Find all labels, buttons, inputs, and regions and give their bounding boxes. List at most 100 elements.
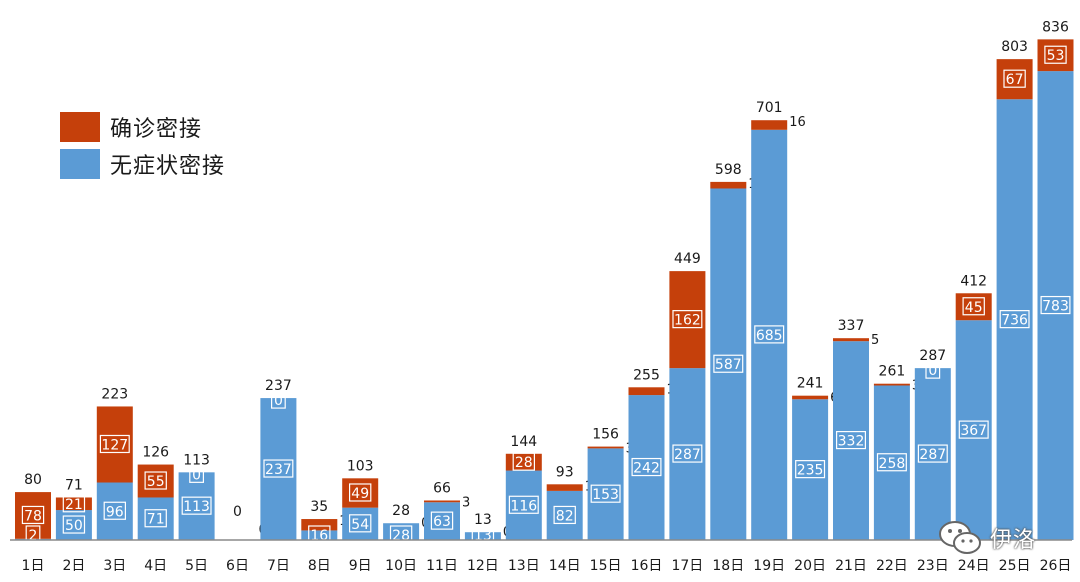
- bar-asymptomatic-26: [1037, 71, 1074, 540]
- x-tick-label-23: 23日: [917, 558, 949, 574]
- label-total-9: 103: [347, 458, 374, 474]
- bar-asymptomatic-19: [751, 129, 788, 540]
- label-asymptomatic-7-box: [263, 459, 294, 478]
- x-tick-label-24: 24日: [958, 558, 990, 574]
- label-asymptomatic-11: 63: [433, 514, 451, 530]
- label-asymptomatic-5: 113: [183, 499, 210, 515]
- watermark: 伊洛: [936, 518, 1036, 558]
- bar-confirmed-25: [996, 59, 1033, 100]
- label-asymptomatic-16: 242: [633, 461, 660, 477]
- x-tick-label-21: 21日: [835, 558, 867, 574]
- bar-confirmed-20: [792, 395, 829, 400]
- label-asymptomatic-2: 50: [65, 518, 83, 534]
- bar-confirmed-16: [628, 387, 665, 396]
- label-confirmed-3-box: [99, 434, 130, 454]
- label-asymptomatic-12: 13: [474, 528, 492, 544]
- bar-asymptomatic-9: [342, 507, 379, 540]
- label-confirmed-23-box: [925, 360, 941, 379]
- bar-asymptomatic-25: [996, 99, 1033, 541]
- label-asymptomatic-19-box: [754, 325, 785, 344]
- label-asymptomatic-15: 153: [592, 487, 619, 503]
- bar-asymptomatic-13: [505, 470, 542, 540]
- label-asymptomatic-23-box: [917, 444, 948, 463]
- bar-asymptomatic-21: [833, 341, 869, 540]
- bar-confirmed-15: [587, 446, 624, 449]
- label-confirmed-4-box: [144, 471, 167, 490]
- bar-asymptomatic-20: [792, 399, 829, 540]
- x-tick-label-5: 5日: [185, 558, 208, 574]
- label-asymptomatic-20: 235: [797, 463, 824, 479]
- label-asymptomatic-19: 685: [756, 328, 783, 344]
- x-tick-label-26: 26日: [1040, 558, 1072, 574]
- label-total-10: 28: [392, 503, 410, 519]
- label-confirmed-19: 16: [789, 115, 806, 130]
- bar-confirmed-8: [301, 519, 338, 531]
- x-tick-label-6: 6日: [226, 558, 249, 574]
- x-tick-label-12: 12日: [467, 558, 499, 574]
- label-total-3: 223: [101, 386, 128, 402]
- label-total-5: 113: [183, 452, 210, 468]
- label-total-4: 126: [142, 445, 169, 461]
- label-asymptomatic-6: 0: [233, 531, 242, 547]
- x-tick-label-25: 25日: [999, 558, 1031, 574]
- label-asymptomatic-14: 82: [556, 508, 574, 524]
- label-confirmed-17: 162: [674, 313, 701, 329]
- label-asymptomatic-7: 237: [265, 462, 292, 478]
- label-asymptomatic-18: 587: [715, 357, 742, 373]
- bar-asymptomatic-18: [710, 188, 747, 541]
- label-confirmed-3: 127: [101, 437, 128, 453]
- label-asymptomatic-17-box: [672, 444, 703, 463]
- x-tick-label-10: 10日: [385, 558, 417, 574]
- bar-confirmed-18: [710, 181, 747, 189]
- x-tick-label-9: 9日: [349, 558, 372, 574]
- bar-confirmed-14: [546, 484, 583, 491]
- label-confirmed-9-box: [349, 483, 372, 502]
- label-confirmed-17-box: [672, 310, 703, 329]
- legend-swatch-asymptomatic: [60, 149, 100, 179]
- label-total-16: 255: [633, 367, 660, 383]
- legend-label-asymptomatic: 无症状密接: [110, 154, 226, 179]
- bar-asymptomatic-23: [914, 368, 951, 540]
- label-asymptomatic-16-box: [631, 457, 662, 477]
- label-asymptomatic-26-box: [1040, 295, 1071, 315]
- x-tick-label-15: 15日: [590, 558, 622, 574]
- x-tick-label-1: 1日: [22, 558, 45, 574]
- bar-asymptomatic-7: [260, 398, 297, 540]
- label-total-23: 287: [919, 348, 946, 364]
- x-tick-label-7: 7日: [267, 558, 290, 574]
- label-confirmed-23: 0: [928, 363, 937, 379]
- x-tick-label-19: 19日: [753, 558, 785, 574]
- bar-confirmed-17: [669, 271, 706, 369]
- label-asymptomatic-5-box: [181, 496, 212, 515]
- label-asymptomatic-24-box: [958, 420, 989, 439]
- bar-confirmed-22: [873, 383, 910, 386]
- bar-confirmed-19: [751, 120, 788, 130]
- label-asymptomatic-17: 287: [674, 447, 701, 463]
- label-asymptomatic-8: 16: [310, 528, 328, 544]
- x-tick-label-22: 22日: [876, 558, 908, 574]
- label-confirmed-2-box: [62, 494, 86, 513]
- label-confirmed-13: 28: [515, 455, 533, 471]
- label-confirmed-24: 45: [965, 300, 983, 316]
- label-total-18: 598: [715, 162, 742, 178]
- label-asymptomatic-3-box: [103, 501, 126, 520]
- bar-asymptomatic-10: [383, 523, 420, 540]
- bar-confirmed-9: [342, 478, 379, 508]
- label-confirmed-25-box: [1003, 69, 1026, 88]
- bar-asymptomatic-11: [424, 502, 460, 540]
- bar-confirmed-21: [833, 338, 869, 342]
- label-asymptomatic-25: 736: [1001, 313, 1028, 329]
- wechat-icon: [939, 521, 981, 554]
- label-asymptomatic-1-box: [25, 525, 41, 544]
- label-confirmed-26-box: [1044, 45, 1067, 64]
- label-total-17: 449: [674, 251, 701, 267]
- label-confirmed-13-box: [512, 452, 536, 471]
- label-asymptomatic-10-box: [389, 525, 413, 544]
- label-total-12: 13: [474, 512, 492, 528]
- label-asymptomatic-21-box: [835, 430, 866, 450]
- bar-asymptomatic-8: [301, 530, 338, 540]
- bar-confirmed-3: [96, 406, 133, 483]
- label-total-26: 836: [1042, 19, 1069, 35]
- label-asymptomatic-23: 287: [919, 447, 946, 463]
- label-asymptomatic-11-box: [430, 511, 454, 530]
